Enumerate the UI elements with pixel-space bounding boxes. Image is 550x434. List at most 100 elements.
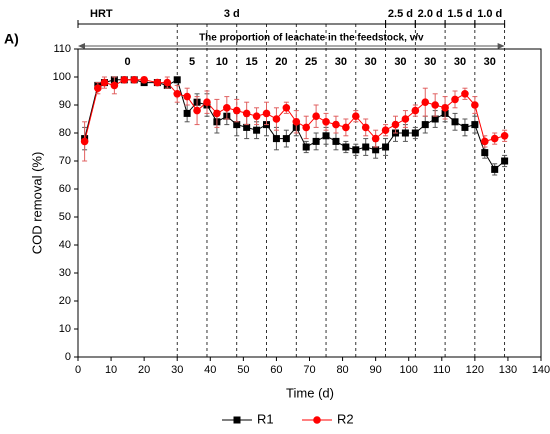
x-tick-label: 30 bbox=[171, 364, 183, 376]
marker bbox=[272, 115, 281, 123]
proportion-label: The proportion of leachate in the feedst… bbox=[199, 33, 424, 44]
marker bbox=[243, 123, 251, 131]
marker bbox=[371, 134, 380, 143]
marker bbox=[382, 143, 390, 151]
proportion-segment-label: 5 bbox=[189, 56, 195, 68]
marker bbox=[361, 123, 370, 132]
x-tick-label: 10 bbox=[105, 364, 117, 376]
marker bbox=[242, 109, 251, 118]
marker bbox=[322, 132, 330, 140]
arrow-head bbox=[497, 43, 505, 49]
marker bbox=[500, 132, 509, 140]
marker bbox=[292, 118, 301, 126]
marker bbox=[480, 137, 489, 146]
marker bbox=[332, 137, 340, 145]
marker bbox=[302, 143, 310, 151]
marker bbox=[421, 121, 429, 129]
marker bbox=[120, 76, 129, 84]
marker bbox=[193, 106, 201, 115]
marker bbox=[501, 157, 509, 165]
x-axis-label: Time (d) bbox=[286, 385, 334, 400]
legend-label: R2 bbox=[337, 411, 354, 426]
marker bbox=[203, 98, 211, 106]
y-tick-label: 100 bbox=[53, 71, 71, 83]
marker bbox=[401, 115, 410, 123]
proportion-segment-label: 30 bbox=[365, 56, 377, 68]
marker bbox=[213, 109, 221, 118]
legend-marker bbox=[313, 416, 321, 424]
marker bbox=[140, 76, 148, 84]
marker bbox=[302, 123, 310, 132]
proportion-segment-label: 30 bbox=[424, 56, 436, 68]
marker bbox=[431, 115, 439, 123]
marker bbox=[223, 104, 231, 112]
hrt-segment-label: 2.5 d bbox=[388, 8, 413, 20]
x-tick-label: 90 bbox=[370, 364, 382, 376]
marker bbox=[451, 95, 459, 104]
x-tick-label: 140 bbox=[532, 364, 550, 376]
marker bbox=[352, 112, 360, 120]
marker bbox=[461, 90, 469, 98]
marker bbox=[282, 104, 291, 112]
marker bbox=[173, 76, 181, 84]
x-tick-label: 20 bbox=[138, 364, 150, 376]
marker bbox=[183, 109, 191, 117]
x-tick-label: 130 bbox=[499, 364, 517, 376]
y-tick-label: 20 bbox=[59, 295, 71, 307]
marker bbox=[94, 84, 102, 92]
proportion-segment-label: 15 bbox=[246, 56, 258, 68]
hrt-segment-label: 3 d bbox=[224, 8, 240, 20]
y-tick-label: 80 bbox=[59, 127, 71, 139]
x-tick-label: 110 bbox=[433, 364, 451, 376]
marker bbox=[233, 121, 241, 129]
marker bbox=[481, 149, 489, 157]
x-tick-label: 100 bbox=[400, 364, 418, 376]
marker bbox=[332, 120, 340, 129]
marker bbox=[183, 92, 191, 101]
marker bbox=[372, 146, 380, 154]
y-axis-label: COD removal (%) bbox=[29, 152, 44, 255]
marker bbox=[153, 78, 162, 87]
x-tick-label: 80 bbox=[336, 364, 348, 376]
proportion-segment-label: 30 bbox=[454, 56, 466, 68]
x-tick-label: 40 bbox=[204, 364, 216, 376]
marker bbox=[471, 121, 479, 129]
x-tick-label: 70 bbox=[303, 364, 315, 376]
marker bbox=[312, 112, 320, 120]
y-tick-label: 60 bbox=[59, 183, 71, 195]
proportion-segment-label: 30 bbox=[335, 56, 347, 68]
marker bbox=[490, 134, 499, 143]
legend-label: R1 bbox=[257, 411, 274, 426]
marker bbox=[173, 90, 182, 98]
y-tick-label: 0 bbox=[65, 351, 71, 363]
marker bbox=[391, 120, 400, 129]
hrt-segment-label: 1.5 d bbox=[447, 8, 472, 20]
proportion-segment-label: 20 bbox=[275, 56, 287, 68]
marker bbox=[471, 101, 479, 109]
proportion-segment-label: 0 bbox=[125, 56, 131, 68]
hrt-segment-label: 1.0 d bbox=[477, 8, 502, 20]
marker bbox=[342, 123, 350, 132]
marker bbox=[322, 118, 330, 126]
proportion-segment-label: 25 bbox=[305, 56, 317, 68]
marker bbox=[441, 104, 449, 112]
arrow-head bbox=[78, 43, 85, 49]
x-tick-label: 60 bbox=[270, 364, 282, 376]
marker bbox=[80, 137, 89, 146]
legend-marker bbox=[233, 416, 241, 424]
marker bbox=[272, 135, 280, 143]
hrt-label: HRT bbox=[90, 8, 113, 20]
x-tick-label: 120 bbox=[466, 364, 484, 376]
proportion-segment-label: 30 bbox=[394, 56, 406, 68]
proportion-segment-label: 10 bbox=[216, 56, 228, 68]
marker bbox=[421, 98, 430, 106]
y-tick-label: 30 bbox=[59, 267, 71, 279]
y-tick-label: 50 bbox=[59, 211, 71, 223]
marker bbox=[253, 126, 261, 134]
y-tick-label: 10 bbox=[59, 323, 71, 335]
marker bbox=[411, 129, 419, 137]
marker bbox=[342, 143, 350, 151]
marker bbox=[352, 146, 360, 154]
marker bbox=[163, 78, 172, 87]
